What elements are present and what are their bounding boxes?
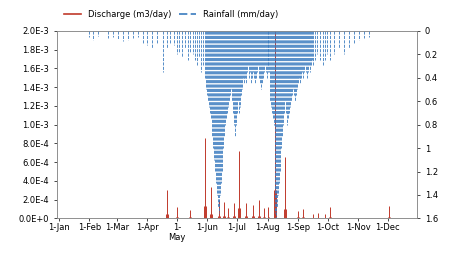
Legend: Discharge (m3/day), Rainfall (mm/day): Discharge (m3/day), Rainfall (mm/day) [61,7,282,23]
